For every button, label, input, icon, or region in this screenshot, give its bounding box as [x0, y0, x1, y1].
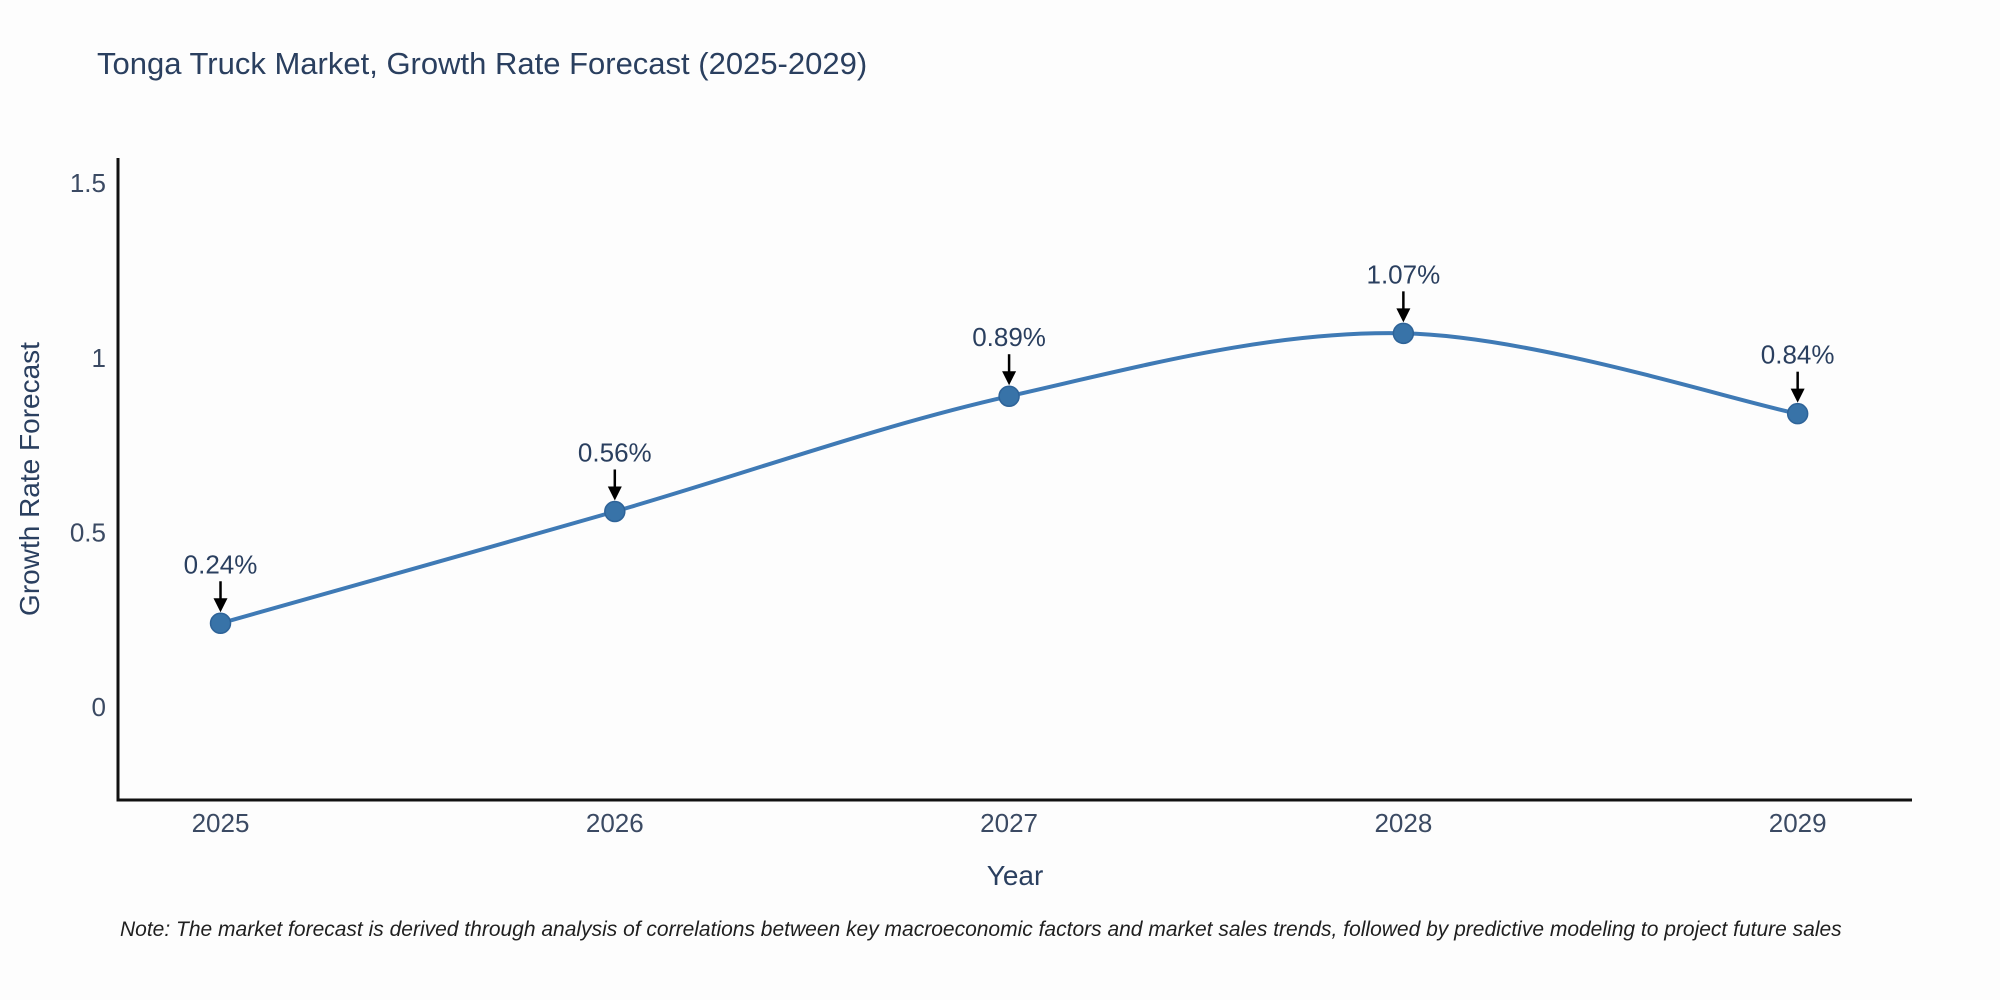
- point-value-label: 0.84%: [1761, 340, 1835, 370]
- data-point-marker: [604, 500, 626, 523]
- data-point-marker: [1786, 402, 1809, 425]
- point-value-label: 0.56%: [578, 437, 652, 467]
- data-point-marker: [1392, 322, 1415, 345]
- data-point-marker: [209, 612, 232, 635]
- point-value-label: 0.24%: [184, 549, 258, 579]
- annotations-group: 0.24% 0.56% 0.89% 1.07% 0.84%: [184, 259, 1835, 613]
- data-point-marker: [998, 385, 1020, 407]
- annotation-arrow-head: [1396, 308, 1411, 323]
- chart-title: Tonga Truck Market, Growth Rate Forecast…: [97, 46, 868, 81]
- annotation-arrow-head: [213, 598, 228, 613]
- axes-group: 0 0.5 1 1.5 2025 2026 2027 2028 2029: [70, 158, 1912, 838]
- footnote: Note: The market forecast is derived thr…: [120, 918, 1842, 941]
- annotation-arrow-head: [1002, 371, 1017, 386]
- y-tick-label: 1: [92, 343, 106, 373]
- y-axis-title: Growth Rate Forecast: [14, 342, 45, 616]
- y-tick-label: 0: [92, 692, 106, 722]
- y-tick-label: 1.5: [70, 168, 106, 198]
- point-value-label: 0.89%: [972, 322, 1046, 352]
- x-tick-label: 2027: [980, 808, 1038, 838]
- x-axis-title: Year: [986, 860, 1044, 891]
- x-tick-label: 2028: [1374, 808, 1432, 838]
- point-value-label: 1.07%: [1367, 259, 1441, 289]
- annotation-arrow-head: [607, 486, 622, 501]
- annotation-arrow-head: [1790, 388, 1805, 403]
- x-tick-label: 2025: [192, 808, 250, 838]
- y-tick-label: 0.5: [70, 517, 106, 547]
- x-tick-label: 2029: [1769, 808, 1827, 838]
- series-group: [209, 322, 1809, 635]
- x-tick-label: 2026: [586, 808, 644, 838]
